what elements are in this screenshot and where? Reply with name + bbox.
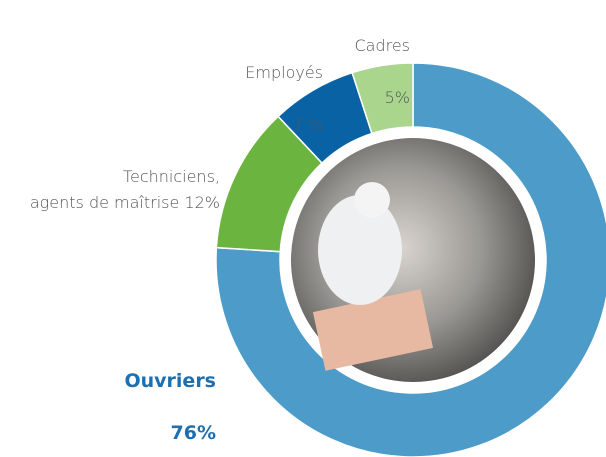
category-label: Cadres [354, 36, 410, 55]
category-label: Employés [245, 63, 323, 82]
value-label: 76% [170, 422, 216, 444]
photo-worker [318, 195, 402, 305]
photo-tray [312, 289, 434, 371]
label-employes: Employés 7 % [245, 34, 323, 164]
value-label: 12% [184, 193, 220, 212]
label-techniciens: Techniciens, agents de maîtrise 12% [30, 138, 220, 216]
category-label: Ouvriers [124, 370, 216, 392]
label-ouvriers: Ouvriers 76% [124, 342, 216, 457]
value-label: 5% [384, 88, 410, 107]
photo-cap [354, 182, 390, 218]
donut-segment [215, 62, 606, 457]
value-label: 7 % [292, 115, 323, 134]
label-cadres: Cadres 5% [354, 7, 410, 137]
donut-segment [351, 62, 414, 135]
category-label: Techniciens, agents de maîtrise [29, 167, 220, 212]
